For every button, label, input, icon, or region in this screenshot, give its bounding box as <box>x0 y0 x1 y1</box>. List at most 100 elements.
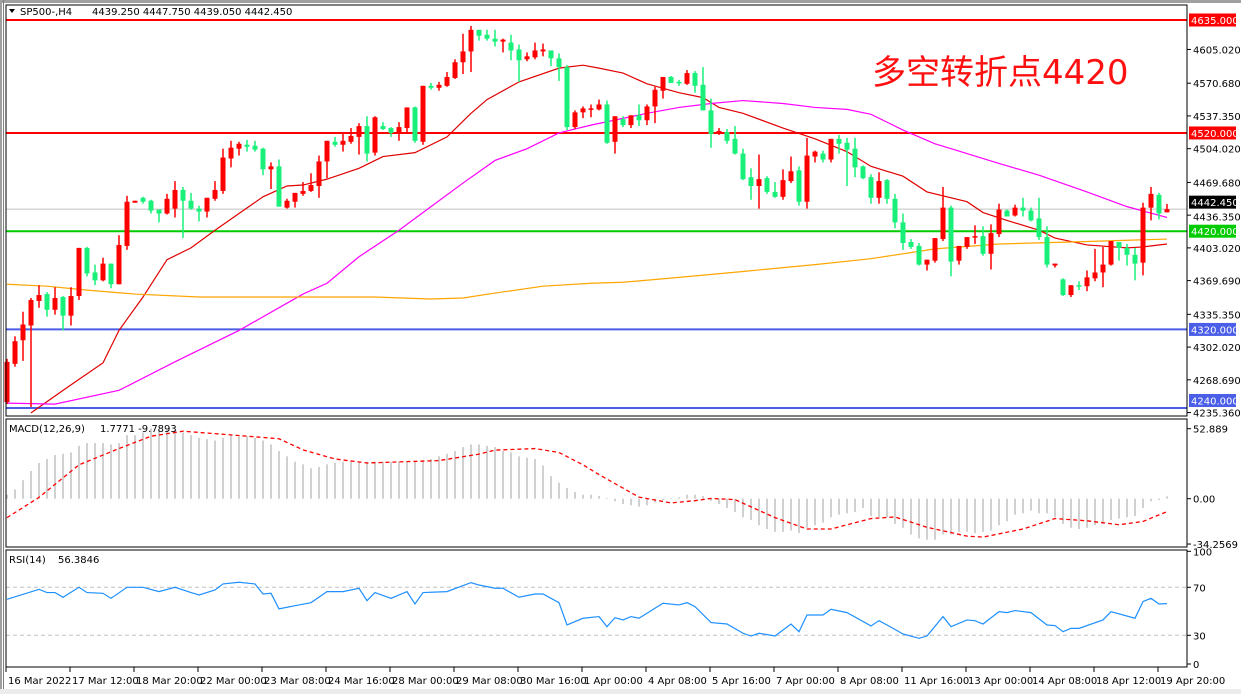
candle-body <box>292 192 298 202</box>
candle <box>564 65 570 131</box>
candle <box>196 205 202 222</box>
candle-body <box>564 67 570 128</box>
candle <box>300 182 306 196</box>
candle-body <box>764 178 770 192</box>
candle <box>724 129 730 144</box>
candle <box>644 104 650 126</box>
candle <box>284 198 290 209</box>
candle-body <box>492 38 498 42</box>
candle <box>924 259 930 271</box>
candle-body <box>684 73 690 84</box>
price-axis-label: 4403.020 <box>1193 244 1241 255</box>
candle <box>52 287 58 315</box>
candle <box>516 44 522 82</box>
candle-body <box>348 135 354 142</box>
candle <box>548 50 554 67</box>
candle <box>444 72 450 87</box>
candle <box>100 257 106 282</box>
price-axis-label: 4369.690 <box>1193 277 1241 288</box>
candle-body <box>1076 285 1082 287</box>
candle-body <box>660 76 666 91</box>
candle-body <box>636 115 642 121</box>
candle-body <box>780 180 786 197</box>
candle-body <box>1036 218 1042 238</box>
candle <box>668 75 674 83</box>
candle <box>476 29 482 41</box>
triangle-down-icon[interactable] <box>9 9 15 13</box>
candle-body <box>852 148 858 168</box>
candle <box>412 106 418 143</box>
candle-body <box>124 201 130 246</box>
candle-body <box>1044 237 1050 265</box>
candle <box>84 246 90 277</box>
candle-body <box>516 49 522 61</box>
candle <box>420 85 426 145</box>
candle <box>1140 202 1146 276</box>
candle <box>1164 203 1170 213</box>
time-axis-label: 29 Mar 08:00 <box>456 676 523 687</box>
candle <box>1092 248 1098 282</box>
current-price-box <box>1189 195 1236 209</box>
candle-body <box>988 233 994 254</box>
candle <box>740 148 746 181</box>
candle <box>1148 186 1154 221</box>
candle-body <box>924 259 930 265</box>
candle <box>572 110 578 130</box>
candle-body <box>812 151 818 157</box>
candle <box>1116 242 1122 261</box>
candle-body <box>372 117 378 153</box>
candle-body <box>1124 247 1130 255</box>
candle <box>164 193 170 215</box>
rsi-pane[interactable] <box>6 581 1187 639</box>
candle-body <box>892 198 898 223</box>
level-label: 4520.000 <box>1191 129 1239 140</box>
macd-pane[interactable] <box>6 428 1168 540</box>
rsi-axis-label: 0 <box>1193 660 1199 671</box>
candle <box>140 196 146 204</box>
candle <box>524 52 530 62</box>
candle-body <box>1132 254 1138 264</box>
candle <box>124 195 130 250</box>
candle <box>92 264 98 286</box>
candle <box>580 106 586 119</box>
candle-body <box>148 200 154 211</box>
time-axis-label: 22 Mar 00:00 <box>200 676 267 687</box>
time-axis-label: 16 Mar 2022 <box>8 676 71 687</box>
candle <box>508 34 514 61</box>
candle <box>956 245 962 265</box>
candle-body <box>1052 263 1058 266</box>
candle <box>708 98 714 148</box>
candle-body <box>820 153 826 160</box>
candle <box>28 297 34 408</box>
candle-body <box>4 361 10 403</box>
candle <box>636 104 642 127</box>
candle-body <box>244 144 250 147</box>
candle <box>1052 263 1058 268</box>
candle-body <box>252 145 258 150</box>
candle-body <box>1020 207 1026 211</box>
candle-body <box>556 58 562 68</box>
candle-body <box>540 49 546 52</box>
rsi-axis-label: 70 <box>1193 583 1206 594</box>
candle <box>988 224 994 270</box>
candle-body <box>228 147 234 159</box>
candle-body <box>276 166 282 207</box>
candle-body <box>612 116 618 142</box>
candle <box>676 79 682 86</box>
candle-body <box>884 180 890 199</box>
time-axis-label: 13 Apr 00:00 <box>968 676 1033 687</box>
candle <box>1084 270 1090 292</box>
moving-average-line <box>30 64 1168 414</box>
macd-axis-label: 52.889 <box>1193 425 1228 436</box>
candle-body <box>532 50 538 58</box>
candle <box>260 147 266 176</box>
candle-body <box>356 126 362 137</box>
candle <box>396 122 402 141</box>
price-pane[interactable] <box>4 19 1188 414</box>
candle-body <box>220 157 226 191</box>
candle-body <box>452 62 458 78</box>
candle-body <box>900 222 906 243</box>
candle-body <box>1012 207 1018 216</box>
candle <box>324 140 330 179</box>
